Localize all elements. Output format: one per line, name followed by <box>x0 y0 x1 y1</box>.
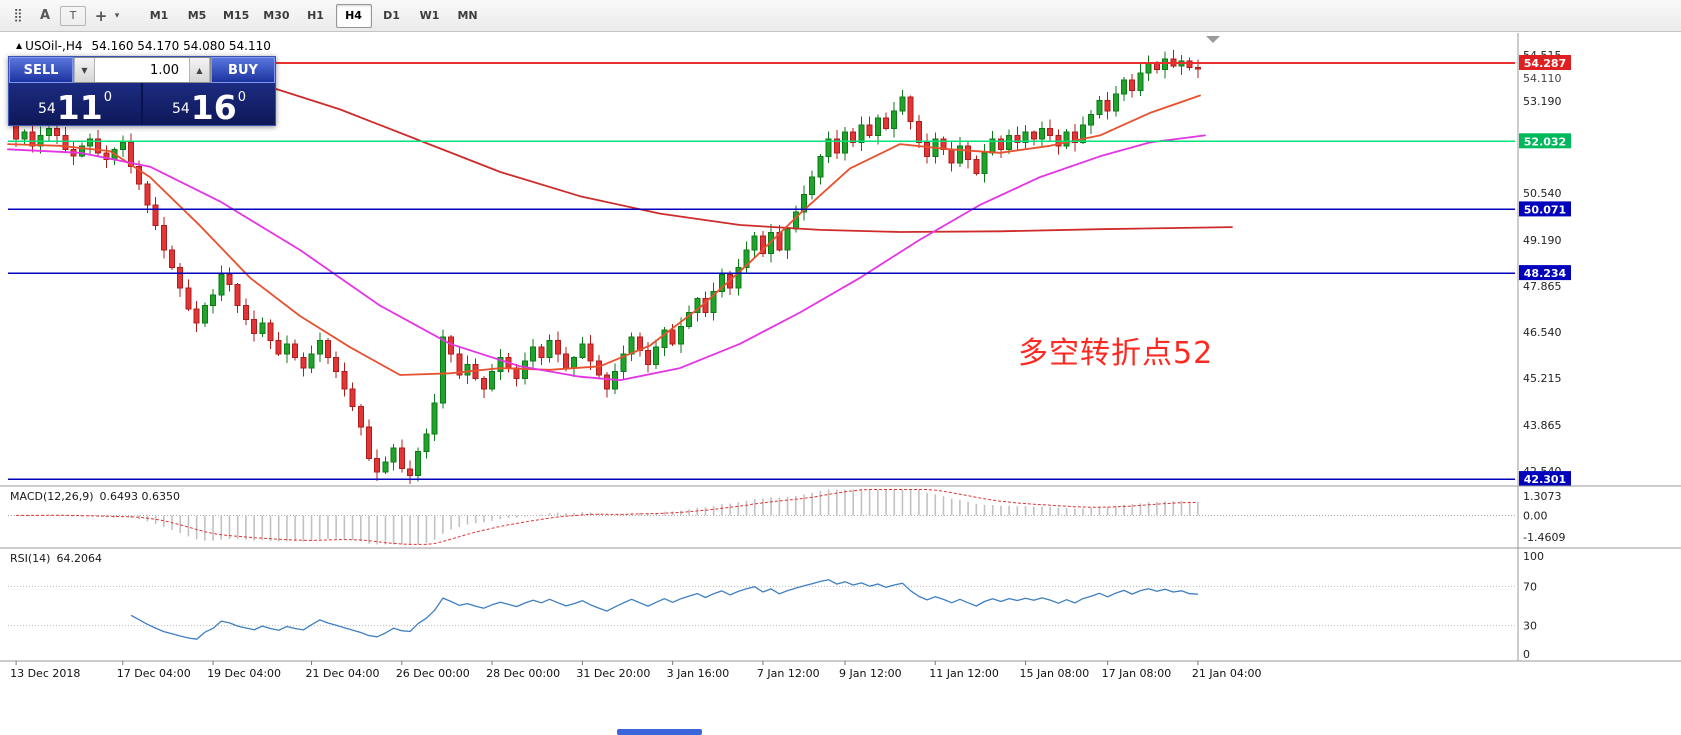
candles <box>13 50 1201 484</box>
chart-title: ▲ USOil-,H4 54.160 54.170 54.080 54.110 <box>16 39 271 53</box>
volume-decrease-button[interactable]: ▼ <box>74 58 95 82</box>
svg-text:13 Dec 2018: 13 Dec 2018 <box>10 667 80 680</box>
macd-panel: 1.3073 0.00 -1.4609 <box>0 485 1681 545</box>
svg-text:15 Jan 08:00: 15 Jan 08:00 <box>1020 667 1090 680</box>
chevron-down-icon[interactable]: ▾ <box>114 10 120 21</box>
sell-button[interactable]: SELL <box>9 57 73 83</box>
timeframe-m1[interactable]: M1 <box>149 9 169 22</box>
buy-price-big: 16 <box>190 87 237 127</box>
svg-text:7 Jan 12:00: 7 Jan 12:00 <box>757 667 820 680</box>
svg-text:0.00: 0.00 <box>1523 509 1548 522</box>
svg-text:1.3073: 1.3073 <box>1523 490 1562 503</box>
svg-text:45.215: 45.215 <box>1523 372 1562 385</box>
svg-text:28 Dec 00:00: 28 Dec 00:00 <box>486 667 560 680</box>
timeframe-m30[interactable]: M30 <box>263 9 290 22</box>
sell-price-big: 11 <box>56 87 103 127</box>
macd-label: MACD(12,26,9) 0.6493 0.6350 <box>10 490 181 503</box>
svg-text:17 Dec 04:00: 17 Dec 04:00 <box>117 667 191 680</box>
chart-shift-icon <box>1206 36 1220 43</box>
svg-text:52.032: 52.032 <box>1524 135 1566 148</box>
svg-text:31 Dec 20:00: 31 Dec 20:00 <box>576 667 650 680</box>
sell-price-sup: 0 <box>103 90 113 105</box>
svg-text:3 Jan 16:00: 3 Jan 16:00 <box>667 667 730 680</box>
svg-text:26 Dec 00:00: 26 Dec 00:00 <box>396 667 470 680</box>
timeframe-d1[interactable]: D1 <box>383 9 400 22</box>
svg-text:17 Jan 08:00: 17 Jan 08:00 <box>1102 667 1172 680</box>
svg-text:42.301: 42.301 <box>1524 473 1566 486</box>
svg-text:100: 100 <box>1523 550 1544 563</box>
timeframe-m5[interactable]: M5 <box>187 9 207 22</box>
svg-text:-1.4609: -1.4609 <box>1523 531 1565 544</box>
text-box-icon[interactable]: T <box>60 5 86 26</box>
text-label-icon[interactable]: A <box>39 8 51 23</box>
horizontal-scrollbar-thumb[interactable] <box>617 729 702 735</box>
rsi-panel: 100 70 30 0 <box>0 547 1681 661</box>
timeframe-w1[interactable]: W1 <box>419 9 440 22</box>
toolbar: ⣿ A T + ▾ M1 M5 M15 M30 H1 H4 D1 W1 MN <box>0 0 1681 32</box>
buy-price-sup: 0 <box>237 90 247 105</box>
svg-text:53.190: 53.190 <box>1523 95 1562 108</box>
svg-text:30: 30 <box>1523 620 1537 633</box>
horizontal-lines <box>8 62 1515 480</box>
timeframe-h4[interactable]: H4 <box>335 3 372 28</box>
svg-text:47.865: 47.865 <box>1523 280 1562 293</box>
buy-button[interactable]: BUY <box>211 57 275 83</box>
one-click-trading-panel: SELL ▼ 1.00 ▲ BUY 54 11 0 54 16 0 <box>8 56 276 126</box>
svg-text:50.540: 50.540 <box>1523 187 1562 200</box>
svg-text:19 Dec 04:00: 19 Dec 04:00 <box>207 667 281 680</box>
symbol-timeframe: USOil-,H4 <box>25 39 83 53</box>
rsi-label: RSI(14) 64.2064 <box>10 552 102 565</box>
volume-increase-button[interactable]: ▲ <box>189 58 210 82</box>
svg-text:50.071: 50.071 <box>1524 203 1566 216</box>
price-divider <box>141 83 143 125</box>
svg-text:46.540: 46.540 <box>1523 326 1562 339</box>
volume-input[interactable]: 1.00 <box>150 62 179 78</box>
buy-price-prefix: 54 <box>171 101 190 117</box>
svg-text:48.234: 48.234 <box>1524 267 1567 280</box>
svg-text:43.865: 43.865 <box>1523 419 1562 432</box>
timeframe-mn[interactable]: MN <box>457 9 478 22</box>
crosshair-icon[interactable]: + <box>94 6 108 25</box>
ma-slow-red <box>274 87 1233 233</box>
indicators-grid-icon[interactable]: ⣿ <box>13 8 23 23</box>
svg-text:21 Dec 04:00: 21 Dec 04:00 <box>306 667 380 680</box>
text-annotation: 多空转折点52 <box>1018 336 1214 371</box>
volume-stepper: ▼ 1.00 ▲ <box>73 57 211 83</box>
svg-text:70: 70 <box>1523 580 1537 593</box>
timeframe-h1[interactable]: H1 <box>307 9 324 22</box>
sell-price-prefix: 54 <box>37 101 56 117</box>
svg-text:9 Jan 12:00: 9 Jan 12:00 <box>839 667 902 680</box>
svg-text:11 Jan 12:00: 11 Jan 12:00 <box>929 667 999 680</box>
symbol-triangle-icon: ▲ <box>16 41 23 50</box>
time-axis: 13 Dec 2018 17 Dec 04:00 19 Dec 04:00 21 De… <box>0 660 1681 680</box>
svg-text:0: 0 <box>1523 648 1530 661</box>
ohlc-values: 54.160 54.170 54.080 54.110 <box>91 39 271 53</box>
price-axis: 54.51553.19050.54049.19047.86546.54045.2… <box>1517 33 1571 661</box>
timeframe-m15[interactable]: M15 <box>223 9 250 22</box>
timeframe-group: M1 M5 M15 M30 H1 H4 D1 W1 MN <box>141 3 486 28</box>
buy-price[interactable]: 54 16 0 <box>143 83 275 125</box>
sell-price[interactable]: 54 11 0 <box>9 83 141 125</box>
svg-text:54.110: 54.110 <box>1523 72 1562 85</box>
ma-fast-orange <box>7 94 1201 376</box>
svg-text:54.287: 54.287 <box>1524 57 1566 70</box>
svg-text:49.190: 49.190 <box>1523 234 1562 247</box>
svg-text:21 Jan 04:00: 21 Jan 04:00 <box>1192 667 1262 680</box>
